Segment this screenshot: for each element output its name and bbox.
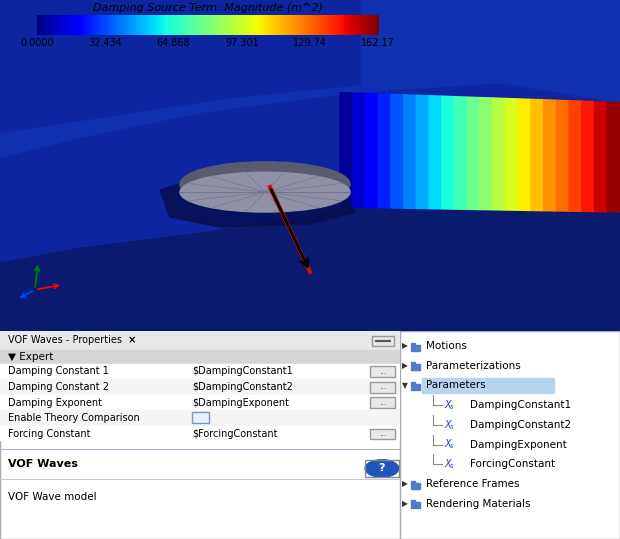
Bar	[0, 426, 400, 441]
Bar	[0, 410, 400, 426]
Text: DampingExponent: DampingExponent	[471, 440, 567, 450]
Text: ▶: ▶	[402, 480, 408, 488]
Text: Damping Constant 1: Damping Constant 1	[8, 367, 109, 376]
Text: VOF Waves - Properties  ×: VOF Waves - Properties ×	[8, 335, 136, 345]
Bar	[0, 331, 400, 349]
Text: $\mathit{X}_{\!s}$: $\mathit{X}_{\!s}$	[444, 458, 455, 471]
Text: Parameters: Parameters	[427, 381, 486, 390]
Polygon shape	[160, 174, 355, 227]
Ellipse shape	[180, 162, 350, 206]
Bar	[411, 343, 415, 345]
Text: ▶: ▶	[402, 499, 408, 508]
Text: 97.301: 97.301	[225, 38, 259, 49]
Text: $DampingConstant2: $DampingConstant2	[192, 382, 293, 392]
Circle shape	[365, 460, 399, 477]
Bar	[411, 481, 415, 483]
Text: Damping Source Term: Magnitude (m^2): Damping Source Term: Magnitude (m^2)	[93, 3, 322, 13]
Polygon shape	[595, 102, 607, 212]
Text: 32.434: 32.434	[89, 38, 122, 49]
Bar	[411, 384, 420, 390]
Polygon shape	[378, 94, 391, 208]
Text: $\mathit{X}_{\!s}$: $\mathit{X}_{\!s}$	[444, 438, 455, 452]
Bar	[370, 367, 395, 377]
Text: Parameterizations: Parameterizations	[427, 361, 521, 371]
Polygon shape	[493, 98, 505, 210]
Text: 162.17: 162.17	[361, 38, 395, 49]
Ellipse shape	[180, 172, 350, 212]
Bar	[411, 500, 415, 502]
Text: Damping Constant 2: Damping Constant 2	[8, 382, 109, 392]
Text: $\mathit{X}_{\!s}$: $\mathit{X}_{\!s}$	[444, 398, 455, 412]
Text: ▼ Expert: ▼ Expert	[8, 351, 53, 362]
Text: 129.74: 129.74	[293, 38, 327, 49]
Text: 64.868: 64.868	[157, 38, 190, 49]
Text: ▶: ▶	[402, 361, 408, 370]
Text: DampingConstant2: DampingConstant2	[471, 420, 572, 430]
Text: Reference Frames: Reference Frames	[427, 479, 520, 489]
Text: $\mathit{X}_{\!s}$: $\mathit{X}_{\!s}$	[444, 418, 455, 432]
Polygon shape	[480, 98, 493, 210]
Polygon shape	[556, 100, 569, 211]
Text: DampingConstant1: DampingConstant1	[471, 400, 572, 410]
Text: VOF Wave model: VOF Wave model	[8, 493, 97, 502]
Text: Rendering Materials: Rendering Materials	[427, 499, 531, 509]
Bar	[0, 395, 400, 410]
Text: ...: ...	[379, 367, 386, 376]
Text: VOF Waves: VOF Waves	[8, 459, 78, 469]
Bar	[370, 397, 395, 408]
Bar	[411, 362, 415, 364]
Polygon shape	[0, 187, 620, 331]
Polygon shape	[391, 94, 404, 208]
Polygon shape	[340, 93, 353, 208]
Bar	[411, 483, 420, 488]
Polygon shape	[0, 0, 620, 157]
Text: ...: ...	[379, 383, 386, 391]
Text: 0.0000: 0.0000	[20, 38, 54, 49]
Text: ?: ?	[379, 464, 385, 473]
Polygon shape	[404, 95, 417, 209]
Text: $DampingConstant1: $DampingConstant1	[192, 367, 293, 376]
Polygon shape	[569, 101, 582, 211]
Bar	[0, 349, 400, 364]
Bar	[372, 336, 394, 347]
Polygon shape	[0, 82, 620, 262]
Polygon shape	[353, 93, 365, 208]
Polygon shape	[531, 99, 544, 211]
Bar	[0, 379, 400, 395]
Bar	[192, 412, 209, 423]
Polygon shape	[467, 97, 480, 210]
Bar	[411, 345, 420, 350]
Bar	[365, 460, 399, 477]
Text: ▶: ▶	[402, 342, 408, 350]
Bar	[370, 429, 395, 439]
Text: Damping Exponent: Damping Exponent	[8, 398, 102, 407]
Polygon shape	[518, 99, 531, 210]
Polygon shape	[544, 100, 556, 211]
Bar	[411, 502, 420, 508]
Bar	[411, 364, 420, 370]
Bar	[422, 378, 554, 393]
Text: $ForcingConstant: $ForcingConstant	[192, 429, 278, 439]
Text: ...: ...	[379, 429, 386, 438]
Polygon shape	[442, 96, 454, 209]
Polygon shape	[365, 93, 378, 208]
Text: ...: ...	[379, 398, 386, 407]
Polygon shape	[582, 101, 595, 212]
Text: Motions: Motions	[427, 341, 467, 351]
Polygon shape	[454, 96, 467, 209]
Bar	[411, 382, 415, 384]
Polygon shape	[417, 95, 429, 209]
Text: $DampingExponent: $DampingExponent	[192, 398, 289, 407]
Polygon shape	[505, 99, 518, 210]
Text: ×: ×	[128, 335, 136, 345]
Bar	[0, 364, 400, 379]
Polygon shape	[0, 0, 360, 133]
Text: Enable Theory Comparison: Enable Theory Comparison	[8, 413, 140, 423]
Text: ▼: ▼	[402, 381, 408, 390]
Bar	[370, 382, 395, 393]
Polygon shape	[429, 96, 442, 209]
Text: ForcingConstant: ForcingConstant	[471, 459, 556, 469]
Text: Forcing Constant: Forcing Constant	[8, 429, 91, 439]
Polygon shape	[607, 102, 620, 212]
